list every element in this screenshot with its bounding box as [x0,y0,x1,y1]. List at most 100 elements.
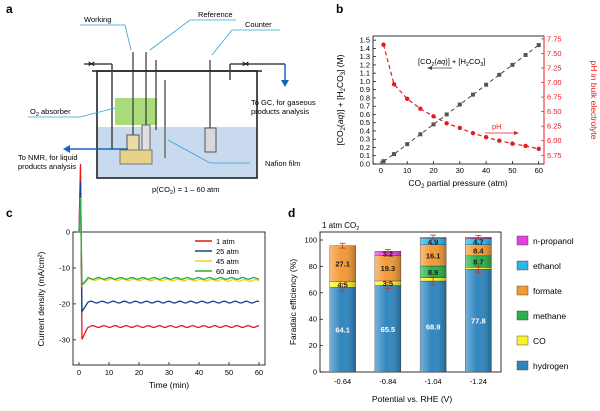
panel-a-schematic: a ⋈ ⋈ Working Reference Counter O2 a [6,2,316,196]
d-bar-shade [374,285,401,372]
b-ytick-label: 0.0 [360,160,370,169]
label-to-gc-2: products analysis [251,107,309,116]
panel-b-chart: b 0 10 20 30 40 50 600.00.10.20.30.40.50.60.70… [335,2,599,190]
d-bar-value-label: 65.5 [381,325,396,334]
d-xtick-label: -0.64 [334,377,351,386]
b-y2tick-label: 6.00 [547,136,562,145]
b-ytick-label: 1.2 [360,60,370,69]
b-xtick-label: 30 [456,166,464,175]
b-conc-point [392,152,397,157]
panel-d-chart: d 1 atm CO2 020406080100-0.6464.14.527.1… [288,206,574,404]
b-xtick-label: 40 [482,166,490,175]
c-series-line-60-atm [78,198,260,287]
b-ph-point [444,121,449,126]
d-legend-label: n-propanol [533,236,574,246]
b-ph-point [536,146,541,152]
b-y2tick-label: 6.25 [547,122,562,131]
d-bar-value-label: 4.9 [428,238,438,247]
b-conc-point [405,142,410,147]
label-o2-absorber: O2 absorber [30,107,71,118]
b-ytick-label: 0.1 [360,151,370,160]
o2-absorber [115,98,157,125]
d-legend-label: CO [533,336,546,346]
b-xtick-label: 0 [379,166,383,175]
c-legend-label: 25 atm [216,247,239,256]
c-xtick-label: 30 [165,368,173,377]
b-ph-point [391,82,397,87]
panel-b-y2label: pH in bulk electrolyte [589,61,599,140]
d-legend-swatch [516,235,529,246]
b-conc-point [497,72,502,77]
b-ph-point [497,138,502,143]
c-ytick-label: -20 [59,299,70,308]
c-legend-label: 1 atm [216,237,235,246]
d-ytick-label: 60 [309,288,317,297]
outlet-valve-icon: ⋈ [242,61,249,68]
d-bar-shade [374,255,401,281]
c-ytick-label: -30 [59,335,70,344]
b-ytick-label: 0.4 [360,126,370,135]
b-ytick-label: 0.5 [360,118,370,127]
d-ytick-label: 20 [309,341,317,350]
panel-c-xlabel: Time (min) [149,380,189,390]
d-legend-swatch [516,335,529,346]
panel-b-annotation-ph: pH [492,122,502,131]
b-ph-point [431,114,436,119]
d-xtick-label: -0.84 [379,377,396,386]
d-legend-swatch [516,360,529,371]
b-ph-point [510,141,515,146]
b-y2tick-label: 6.75 [547,93,562,102]
c-xtick-label: 10 [105,368,113,377]
b-xtick-label: 60 [535,166,543,175]
panel-b-ylabel: [CO2(aq)] + [H2CO3] (M) [335,54,347,145]
d-legend-label: ethanol [533,261,561,271]
b-xtick-label: 20 [429,166,437,175]
stir-bar [119,149,153,165]
c-series-line-45-atm [78,197,260,288]
label-to-gc-1: To GC, for gaseous [251,98,316,107]
d-bar-shade [420,281,447,372]
b-xtick-label: 10 [403,166,411,175]
b-conc-point [484,82,489,87]
label-nafion: Nafion film [265,159,300,168]
nmr-arrow-head-icon [63,145,70,153]
b-y2tick-label: 7.75 [547,34,562,43]
d-bar-shade [465,255,492,268]
c-legend-label: 60 atm [216,267,239,276]
inlet-valve-icon: ⋈ [88,61,95,68]
counter-electrode [204,127,217,153]
b-conc-point [470,92,475,97]
d-bar-shade [420,244,447,267]
b-ytick-label: 0.6 [360,110,370,119]
b-ytick-label: 0.7 [360,102,370,111]
panel-b-label: b [336,2,343,16]
annotation-arrow-left-icon [427,66,432,70]
c-xtick-label: 20 [135,368,143,377]
b-ph-point [381,42,386,47]
d-bar-value-label: 8.4 [473,246,484,255]
c-series-line-25-atm [78,181,260,314]
b-conc-point [381,159,386,164]
c-series-line-1-atm [78,164,260,340]
d-bar-value-label: 64.1 [335,326,350,335]
b-ph-point [470,130,476,136]
b-y2tick-label: 7.00 [547,78,562,87]
label-pressure: p(CO2) = 1 – 60 atm [152,185,219,196]
d-legend-swatch [516,260,529,271]
d-legend-label: hydrogen [533,361,569,371]
c-ytick-label: -10 [59,263,70,272]
d-xtick-label: -1.04 [425,377,442,386]
panel-b-xlabel: CO2 partial pressure (atm) [408,178,507,190]
panel-d-label: d [288,206,295,220]
b-conc-point [536,43,541,48]
d-ytick-label: 0 [313,368,317,377]
b-ph-point [523,143,528,149]
b-y2tick-label: 7.25 [547,64,562,73]
d-bar-shade [465,238,492,245]
d-xtick-label: -1.24 [470,377,487,386]
b-ph-point [483,135,489,140]
c-xtick-label: 60 [255,368,263,377]
b-conc-point [510,62,515,67]
b-ytick-label: 1.5 [360,36,370,45]
